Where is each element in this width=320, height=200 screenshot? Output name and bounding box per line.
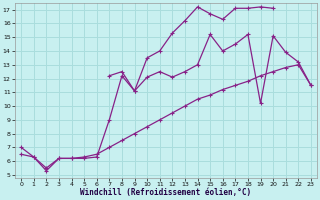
X-axis label: Windchill (Refroidissement éolien,°C): Windchill (Refroidissement éolien,°C) — [80, 188, 252, 197]
